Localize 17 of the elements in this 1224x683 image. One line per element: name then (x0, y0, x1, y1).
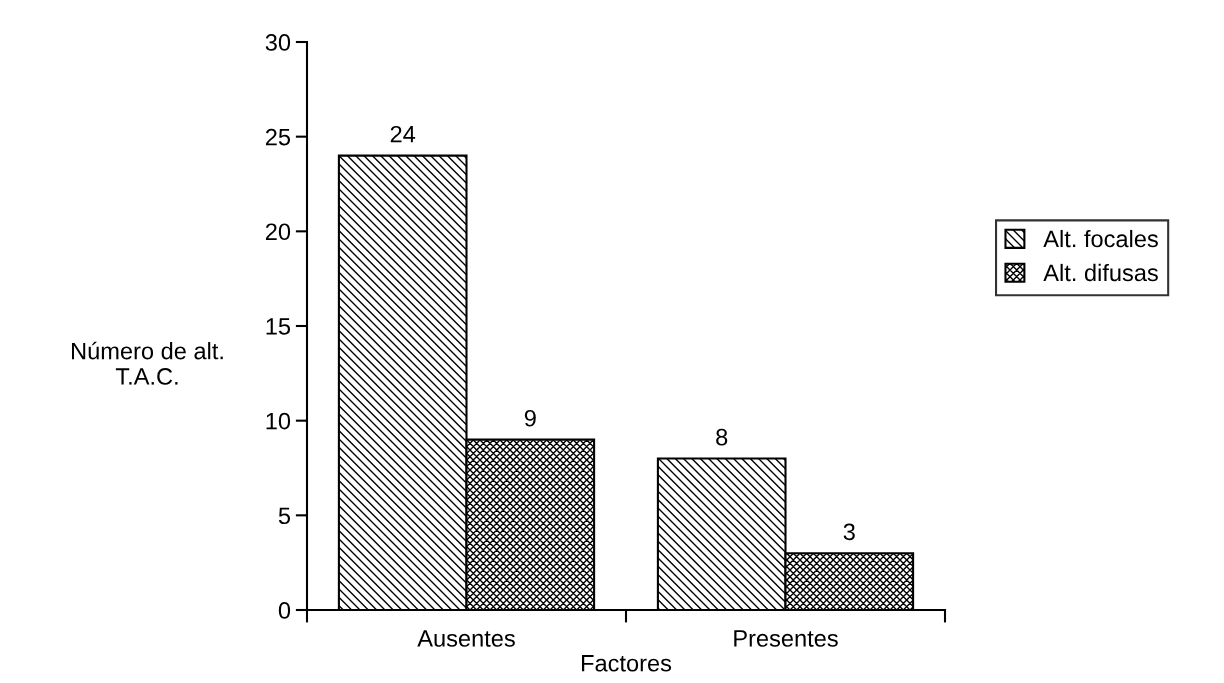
x-axis-title: Factores (582, 655, 672, 672)
legend-label: Alt. difusas (1043, 263, 1158, 282)
y-tick-label: 10 (266, 412, 291, 430)
data-label: 3 (843, 523, 855, 541)
y-axis-title: Número de alt. T.A.C. (72, 341, 223, 385)
y-tick-label: 5 (278, 507, 291, 525)
data-label: 9 (524, 409, 536, 427)
y-tick-label: 25 (265, 128, 291, 146)
x-tick-label: Ausentes (417, 630, 515, 647)
data-label: 8 (716, 428, 728, 446)
legend-label: Alt. focales (1043, 229, 1158, 248)
y-tick-label: 20 (265, 223, 291, 241)
y-tick-label: 30 (265, 34, 291, 51)
x-tick-label: Presentes (734, 630, 838, 647)
data-label: 24 (390, 125, 416, 143)
y-tick-label: 0 (278, 602, 291, 619)
y-tick-label: 15 (266, 318, 291, 335)
